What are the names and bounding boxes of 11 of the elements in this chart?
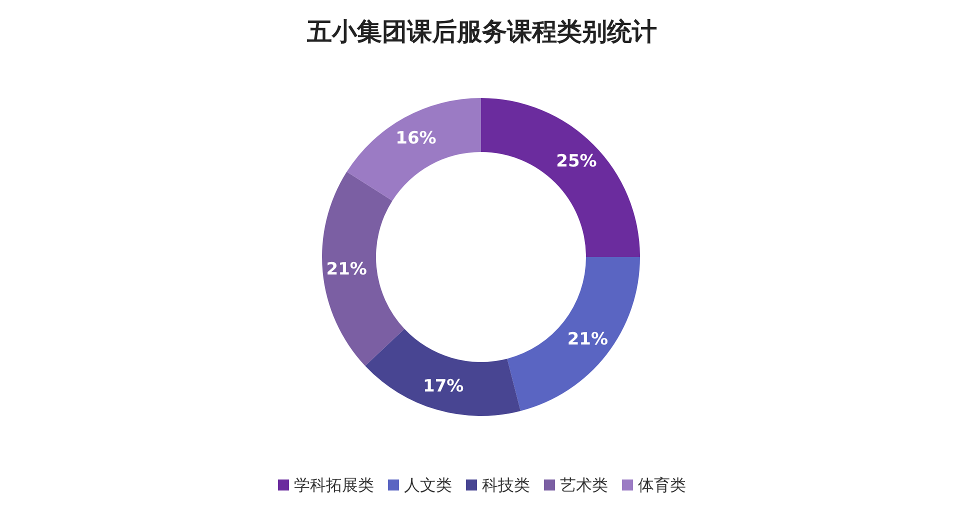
legend-label: 人文类 — [404, 476, 452, 494]
data-label: 25% — [556, 152, 597, 172]
legend-label: 体育类 — [638, 476, 686, 494]
chart-title: 五小集团课后服务课程类别统计 — [306, 17, 657, 46]
data-label: 21% — [567, 330, 608, 350]
data-label: 16% — [396, 128, 436, 149]
legend-label: 艺术类 — [560, 476, 608, 494]
data-label: 21% — [326, 260, 367, 280]
legend-label: 科技类 — [482, 476, 530, 494]
legend-label: 学科拓展类 — [294, 476, 374, 494]
data-label: 17% — [422, 376, 464, 397]
